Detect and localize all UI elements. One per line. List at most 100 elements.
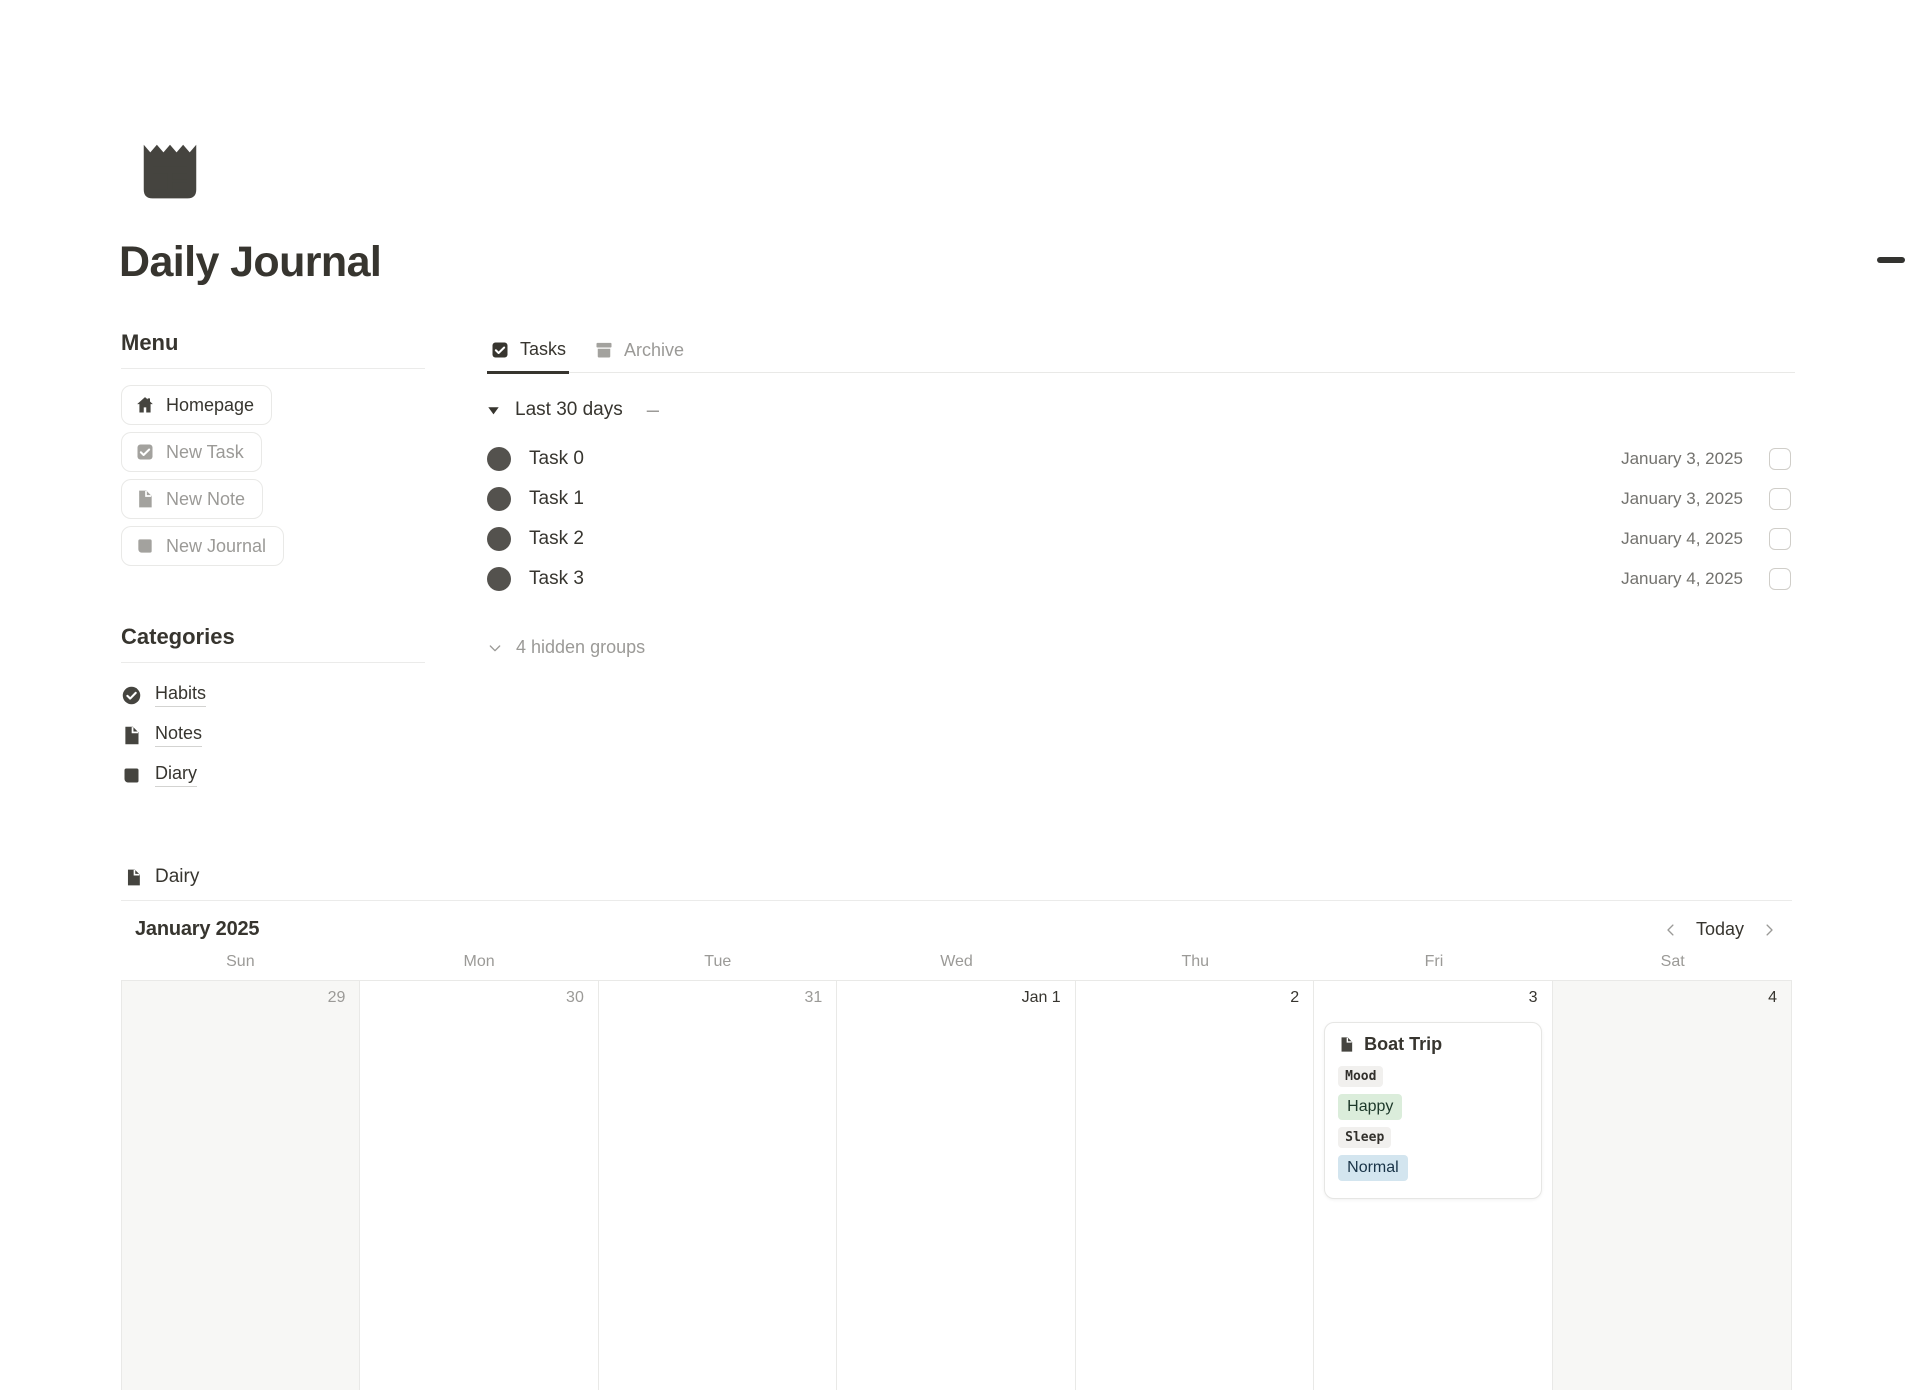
collapse-handle-icon[interactable]	[1877, 257, 1905, 263]
journal-icon	[121, 765, 142, 786]
weekday-label: Mon	[463, 953, 495, 970]
task-status-circle-icon	[487, 567, 511, 591]
day-number: 30	[566, 989, 584, 1006]
category-diary-link[interactable]: Diary	[121, 755, 425, 795]
property-row: Sleep	[1338, 1127, 1527, 1148]
weekday-label: Tue	[704, 953, 732, 970]
group-remove-icon[interactable]: –	[646, 397, 659, 422]
event-card-boat-trip[interactable]: Boat Trip Mood Happy Sleep Normal	[1324, 1022, 1542, 1199]
task-checkbox[interactable]	[1769, 528, 1791, 550]
task-date: January 4, 2025	[1621, 529, 1743, 548]
weekday-label: Wed	[940, 953, 973, 970]
calendar-cell[interactable]: 3 Boat Trip Mood Happy	[1314, 981, 1553, 1390]
page-title: Daily Journal	[119, 238, 382, 286]
task-status-circle-icon	[487, 527, 511, 551]
weekday-header-row: Sun Mon Tue Wed Thu Fri Sat	[121, 953, 1792, 980]
collapse-triangle-icon[interactable]	[487, 404, 500, 417]
tab-archive-label: Archive	[624, 339, 685, 360]
task-status-circle-icon	[487, 487, 511, 511]
day-number: 3	[1528, 989, 1538, 1006]
divider	[121, 900, 1792, 901]
category-notes-link[interactable]: Notes	[121, 715, 425, 755]
hidden-groups-toggle[interactable]: 4 hidden groups	[487, 637, 1795, 658]
calendar-grid: 29 30 31 Jan 1 2 3	[121, 980, 1792, 1390]
day-number: 29	[327, 989, 346, 1006]
hidden-groups-label: 4 hidden groups	[516, 637, 646, 657]
task-row: Task 2 January 4, 2025	[487, 519, 1795, 559]
task-date: January 3, 2025	[1621, 449, 1743, 468]
note-icon	[121, 725, 142, 746]
weekday-label: Sun	[226, 953, 255, 970]
home-icon	[135, 395, 155, 415]
calendar-month-label: January 2025	[135, 918, 260, 940]
menu-list: Homepage New Task New Note	[121, 385, 425, 566]
today-button[interactable]: Today	[1695, 919, 1744, 939]
tab-tasks-label: Tasks	[520, 339, 567, 359]
task-title[interactable]: Task 3	[529, 568, 584, 589]
calendar-cell[interactable]: 29	[122, 981, 361, 1390]
property-row: Mood	[1338, 1066, 1527, 1087]
event-card-title-row: Boat Trip	[1338, 1034, 1527, 1055]
view-tabs: Tasks Archive	[487, 339, 1795, 374]
weekday-label: Fri	[1424, 953, 1444, 970]
task-checkbox[interactable]	[1769, 488, 1791, 510]
calendar-view-title[interactable]: Dairy	[121, 861, 202, 893]
day-number: 31	[804, 989, 823, 1006]
calendar-nav: Today	[1662, 919, 1778, 940]
calendar-cell[interactable]: Jan 1	[837, 981, 1076, 1390]
task-date: January 4, 2025	[1621, 569, 1743, 588]
note-icon	[124, 868, 143, 887]
chevron-left-icon[interactable]	[1662, 921, 1680, 939]
chevron-right-icon[interactable]	[1760, 921, 1778, 939]
group-header-label: Last 30 days	[515, 399, 623, 420]
property-name-badge: Sleep	[1338, 1127, 1392, 1148]
day-number: 2	[1290, 989, 1300, 1006]
new-task-button-label: New Task	[166, 441, 244, 462]
chevron-down-icon	[487, 640, 503, 656]
property-row: Normal	[1338, 1155, 1527, 1181]
new-journal-button-label: New Journal	[166, 535, 267, 556]
tasks-panel: Tasks Archive Last 30 days – Task 0 Janu…	[487, 339, 1795, 658]
archive-icon	[594, 340, 614, 360]
task-row: Task 0 January 3, 2025	[487, 439, 1795, 479]
calendar-cell[interactable]: 31	[598, 981, 838, 1390]
daily-journal-logo-icon	[135, 136, 205, 206]
journal-icon	[135, 536, 155, 556]
sidebar: Menu Homepage New Task	[121, 330, 425, 795]
tab-tasks[interactable]: Tasks	[487, 339, 570, 374]
checkbox-icon	[490, 340, 510, 360]
task-row: Task 3 January 4, 2025	[487, 559, 1795, 599]
checkbox-icon	[135, 442, 155, 462]
weekday-label: Sat	[1660, 953, 1685, 970]
category-habits-link[interactable]: Habits	[121, 675, 425, 715]
check-circle-icon	[121, 685, 142, 706]
calendar-header: January 2025 Today	[121, 901, 1792, 953]
new-journal-button[interactable]: New Journal	[121, 526, 285, 566]
note-icon	[135, 489, 155, 509]
task-date: January 3, 2025	[1621, 489, 1743, 508]
calendar-cell[interactable]: 4	[1552, 981, 1791, 1390]
new-task-button[interactable]: New Task	[121, 432, 262, 472]
calendar-view-title-label: Dairy	[155, 866, 200, 887]
menu-heading: Menu	[121, 330, 425, 369]
task-checkbox[interactable]	[1769, 448, 1791, 470]
calendar-cell[interactable]: 30	[360, 981, 599, 1390]
new-note-button[interactable]: New Note	[121, 479, 264, 519]
day-number: Jan 1	[1021, 989, 1061, 1006]
tab-archive[interactable]: Archive	[591, 339, 687, 372]
group-header-last-30-days: Last 30 days –	[487, 399, 1795, 421]
property-value-pill: Normal	[1338, 1155, 1408, 1181]
weekday-label: Thu	[1181, 953, 1210, 970]
task-list: Task 0 January 3, 2025 Task 1 January 3,…	[487, 439, 1795, 599]
category-label: Habits	[155, 683, 207, 707]
calendar-cell[interactable]: 2	[1075, 981, 1315, 1390]
task-title[interactable]: Task 2	[529, 528, 584, 549]
task-title[interactable]: Task 0	[529, 448, 584, 469]
homepage-button[interactable]: Homepage	[121, 385, 273, 425]
task-checkbox[interactable]	[1769, 568, 1791, 590]
property-row: Happy	[1338, 1094, 1527, 1120]
categories-heading: Categories	[121, 624, 425, 663]
task-row: Task 1 January 3, 2025	[487, 479, 1795, 519]
task-title[interactable]: Task 1	[529, 488, 584, 509]
property-value-pill: Happy	[1338, 1094, 1403, 1120]
